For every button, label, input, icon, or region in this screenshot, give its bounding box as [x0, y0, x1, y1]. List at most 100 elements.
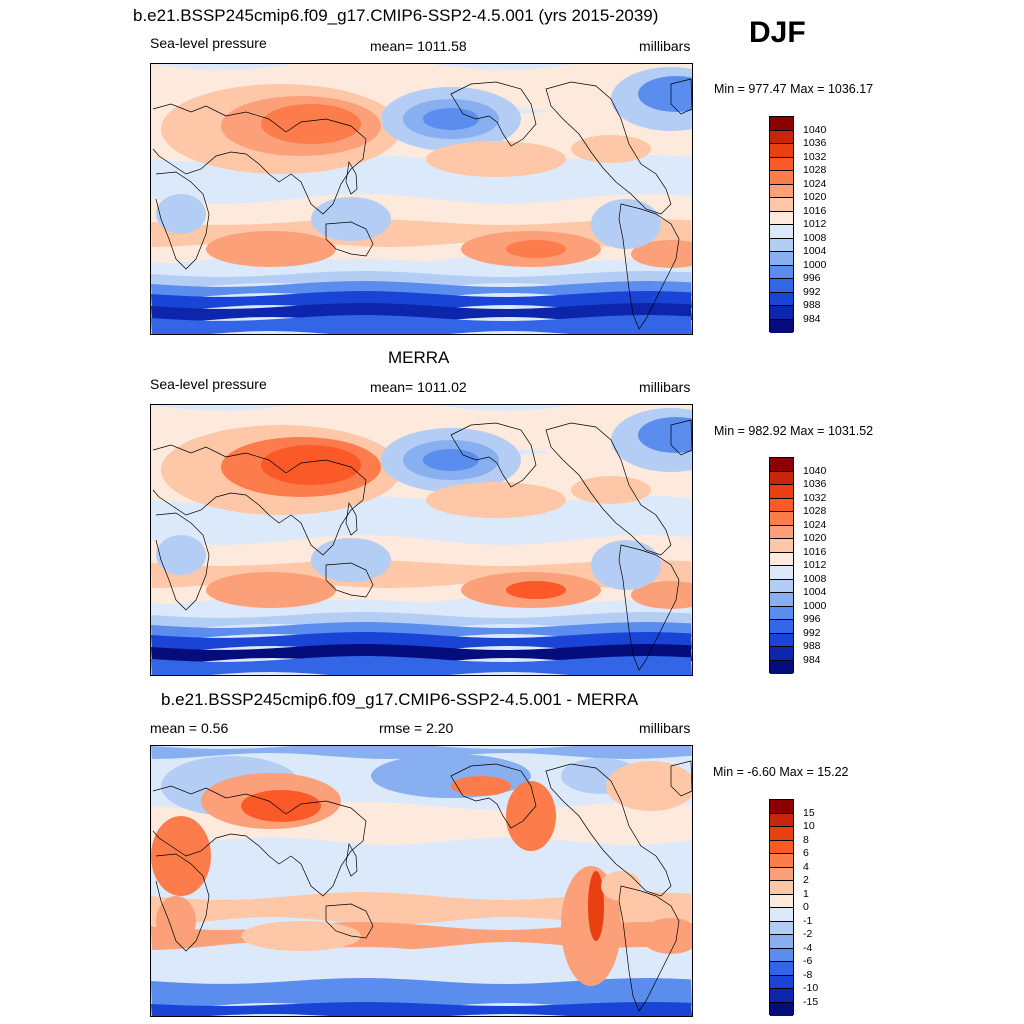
colorbar-swatch: [770, 566, 793, 580]
subtropical-high: [426, 141, 566, 177]
continental-low: [591, 540, 661, 590]
difference-cell: [451, 776, 511, 796]
latitude-band: [151, 291, 692, 311]
latitude-band: [151, 315, 692, 334]
panel-1-variable-label: Sea-level pressure: [150, 35, 267, 51]
colorbar-label: 6: [803, 847, 809, 859]
coastline: [155, 853, 210, 952]
coastline: [152, 444, 367, 556]
colorbar-swatch: [770, 1002, 793, 1016]
panel-3-minmax: Min = -6.60 Max = 15.22: [713, 765, 849, 779]
colorbar-label: 1004: [803, 586, 827, 598]
colorbar-label: 1016: [803, 545, 827, 558]
latitude-band: [151, 632, 692, 652]
colorbar-label: 1028: [803, 505, 827, 517]
panel-1-map: [150, 63, 693, 335]
colorbar-swatch: [770, 319, 793, 333]
siberian-high: [261, 445, 361, 485]
latitude-band: [151, 978, 692, 1009]
colorbar-label: 984: [803, 312, 821, 325]
latitude-band: [151, 612, 692, 630]
colorbar-swatch: [770, 579, 793, 593]
difference-cell: [156, 896, 196, 946]
aleutian-low: [423, 108, 479, 130]
coastline: [345, 160, 358, 195]
colorbar-label: 996: [803, 272, 821, 284]
coastline: [670, 78, 692, 115]
colorbar-swatch: [770, 935, 793, 949]
panel-1-minmax: Min = 977.47 Max = 1036.17: [714, 82, 874, 96]
colorbar-swatch: [770, 198, 793, 212]
latitude-band: [151, 656, 692, 675]
colorbar-label: 1036: [803, 478, 827, 490]
coastline: [545, 422, 672, 556]
panel-2-map-plot: [151, 405, 692, 675]
coastline: [450, 422, 537, 488]
colorbar-swatch: [770, 238, 793, 252]
colorbar-label: -2: [803, 928, 813, 940]
panel-2-colorbar: [769, 457, 794, 674]
colorbar-label: 1024: [803, 177, 827, 190]
colorbar-swatch: [770, 306, 793, 320]
panel-2-mean-label: mean= 1011.02: [370, 379, 467, 395]
colorbar-swatch: [770, 908, 793, 922]
colorbar-swatch: [770, 539, 793, 553]
subtropical-high: [631, 240, 692, 268]
coastline: [155, 512, 210, 611]
latitude-band: [151, 644, 692, 664]
colorbar-label: 1028: [803, 164, 827, 176]
panel-3-colorbar: [769, 799, 794, 1016]
coastline: [325, 903, 374, 939]
difference-cell: [606, 761, 692, 811]
colorbar-swatch: [770, 827, 793, 841]
panel-2-variable-label: Sea-level pressure: [150, 376, 267, 392]
colorbar-label: -1: [803, 914, 813, 927]
latitude-band: [151, 281, 692, 299]
colorbar-label: 8: [803, 833, 809, 846]
colorbar-label: 996: [803, 613, 821, 625]
icelandic-low: [638, 76, 692, 112]
colorbar-label: 988: [803, 640, 821, 652]
aleutian-low: [423, 449, 479, 471]
colorbar-label: 1032: [803, 150, 827, 163]
colorbar-swatch: [770, 130, 793, 144]
colorbar-swatch: [770, 144, 793, 158]
panel-1-map-plot: [151, 64, 692, 334]
panel-3-rmse-label: rmse = 2.20: [379, 720, 454, 736]
siberian-high: [261, 104, 361, 144]
subtropical-high: [506, 240, 566, 258]
subtropical-high: [426, 482, 566, 518]
coastline: [155, 171, 210, 270]
colorbar-swatch: [770, 660, 793, 674]
colorbar-swatch: [770, 458, 793, 472]
colorbar-label: 992: [803, 285, 821, 298]
coastline: [345, 842, 358, 877]
subtropical-high: [206, 231, 336, 267]
colorbar-swatch: [770, 552, 793, 566]
colorbar-swatch: [770, 525, 793, 539]
coastline: [325, 221, 374, 257]
subtropical-high: [571, 476, 651, 504]
coastline: [670, 419, 692, 456]
difference-cell: [151, 816, 211, 896]
coastline: [450, 763, 537, 829]
colorbar-swatch: [770, 593, 793, 607]
coastline: [345, 501, 358, 536]
colorbar-label: 1000: [803, 258, 827, 271]
difference-cell: [241, 921, 361, 951]
continental-low: [311, 197, 391, 241]
colorbar-swatch: [770, 157, 793, 171]
coastline: [152, 103, 367, 215]
colorbar-swatch: [770, 292, 793, 306]
coastline: [618, 885, 680, 1012]
coastline: [670, 760, 692, 797]
continental-low: [591, 199, 661, 249]
colorbar-label: 1008: [803, 572, 827, 585]
latitude-band: [151, 892, 692, 925]
colorbar-label: -6: [803, 955, 813, 967]
colorbar-swatch: [770, 975, 793, 989]
latitude-band: [151, 271, 692, 289]
latitude-band: [151, 746, 692, 759]
colorbar-swatch: [770, 471, 793, 485]
colorbar-swatch: [770, 606, 793, 620]
